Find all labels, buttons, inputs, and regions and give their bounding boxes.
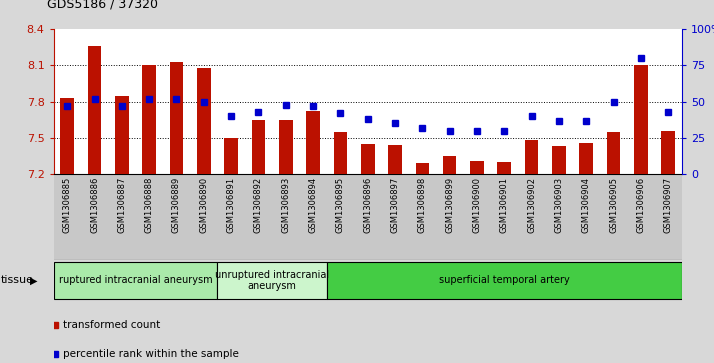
- Bar: [545, 174, 573, 260]
- Text: GSM1306907: GSM1306907: [664, 177, 673, 233]
- Text: GSM1306895: GSM1306895: [336, 177, 345, 233]
- Bar: [272, 174, 299, 260]
- Bar: [354, 174, 381, 260]
- Text: GSM1306887: GSM1306887: [117, 177, 126, 233]
- Text: GSM1306902: GSM1306902: [527, 177, 536, 233]
- Text: GSM1306899: GSM1306899: [445, 177, 454, 233]
- Text: GSM1306906: GSM1306906: [636, 177, 645, 233]
- Bar: [115, 95, 129, 174]
- Bar: [388, 145, 402, 174]
- Text: percentile rank within the sample: percentile rank within the sample: [63, 349, 239, 359]
- Bar: [299, 174, 327, 260]
- Bar: [224, 138, 238, 174]
- Text: GSM1306891: GSM1306891: [226, 177, 236, 233]
- Bar: [661, 131, 675, 174]
- Bar: [463, 174, 491, 260]
- Text: unruptured intracranial
aneurysm: unruptured intracranial aneurysm: [215, 270, 329, 291]
- Bar: [170, 62, 183, 174]
- Text: GSM1306889: GSM1306889: [172, 177, 181, 233]
- Bar: [142, 65, 156, 174]
- Bar: [634, 65, 648, 174]
- Bar: [333, 132, 347, 174]
- Bar: [525, 140, 538, 174]
- Text: GSM1306892: GSM1306892: [254, 177, 263, 233]
- Bar: [197, 68, 211, 174]
- Text: GDS5186 / 37320: GDS5186 / 37320: [47, 0, 159, 10]
- Bar: [190, 174, 218, 260]
- Bar: [361, 144, 375, 174]
- Text: GSM1306903: GSM1306903: [555, 177, 563, 233]
- Bar: [54, 262, 218, 299]
- Bar: [327, 262, 682, 299]
- Text: GSM1306893: GSM1306893: [281, 177, 291, 233]
- Text: GSM1306886: GSM1306886: [90, 177, 99, 233]
- Bar: [88, 46, 101, 174]
- Bar: [518, 174, 545, 260]
- Text: superficial temporal artery: superficial temporal artery: [439, 276, 570, 285]
- Bar: [306, 111, 320, 174]
- Text: ruptured intracranial aneurysm: ruptured intracranial aneurysm: [59, 276, 212, 285]
- Text: GSM1306905: GSM1306905: [609, 177, 618, 233]
- Bar: [61, 98, 74, 174]
- Bar: [163, 174, 190, 260]
- Text: GSM1306898: GSM1306898: [418, 177, 427, 233]
- Bar: [607, 132, 620, 174]
- Bar: [470, 161, 484, 174]
- Text: transformed count: transformed count: [63, 320, 160, 330]
- Text: ▶: ▶: [30, 276, 38, 285]
- Bar: [436, 174, 463, 260]
- Bar: [218, 174, 245, 260]
- Bar: [627, 174, 655, 260]
- Bar: [580, 143, 593, 174]
- Text: GSM1306904: GSM1306904: [582, 177, 590, 233]
- Bar: [443, 156, 456, 174]
- Bar: [491, 174, 518, 260]
- Bar: [408, 174, 436, 260]
- Bar: [498, 162, 511, 174]
- Bar: [251, 120, 266, 174]
- Bar: [573, 174, 600, 260]
- Bar: [136, 174, 163, 260]
- Bar: [109, 174, 136, 260]
- Text: GSM1306885: GSM1306885: [63, 177, 71, 233]
- Text: GSM1306897: GSM1306897: [391, 177, 400, 233]
- Text: GSM1306890: GSM1306890: [199, 177, 208, 233]
- Bar: [245, 174, 272, 260]
- Text: GSM1306896: GSM1306896: [363, 177, 372, 233]
- Bar: [54, 174, 81, 260]
- Bar: [81, 174, 109, 260]
- Text: GSM1306894: GSM1306894: [308, 177, 318, 233]
- Text: GSM1306900: GSM1306900: [473, 177, 481, 233]
- Bar: [552, 146, 565, 174]
- Bar: [655, 174, 682, 260]
- Bar: [416, 163, 429, 174]
- Bar: [381, 174, 408, 260]
- Bar: [218, 262, 327, 299]
- Text: GSM1306901: GSM1306901: [500, 177, 509, 233]
- Bar: [279, 120, 293, 174]
- Text: GSM1306888: GSM1306888: [145, 177, 154, 233]
- Text: tissue: tissue: [1, 276, 34, 285]
- Bar: [600, 174, 627, 260]
- Bar: [327, 174, 354, 260]
